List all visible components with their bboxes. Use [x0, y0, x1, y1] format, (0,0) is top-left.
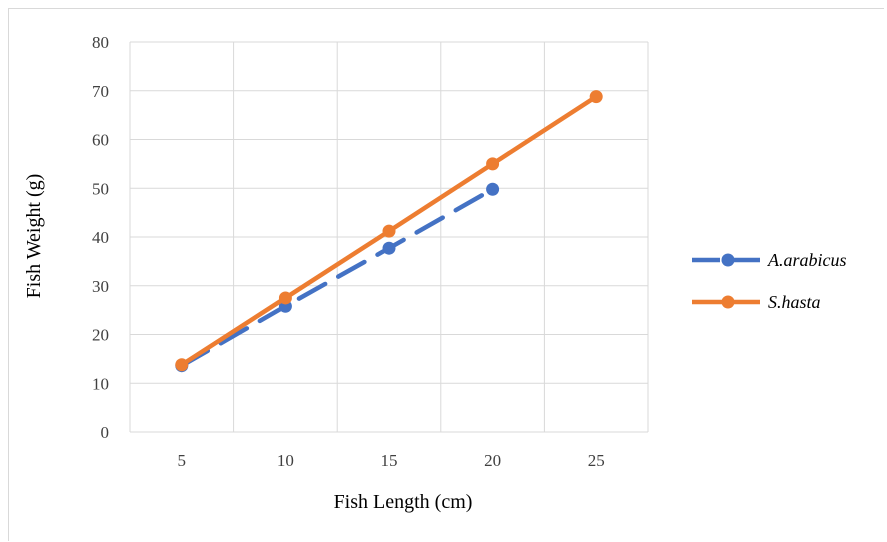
y-tick-label: 70	[92, 82, 109, 101]
x-tick-label: 20	[484, 451, 501, 470]
y-tick-label: 80	[92, 33, 109, 52]
chart-area	[8, 8, 884, 541]
x-tick-label: 25	[588, 451, 605, 470]
y-tick-label: 60	[92, 131, 109, 150]
data-point-marker	[278, 291, 292, 305]
legend: A.arabicus S.hasta	[692, 250, 847, 312]
legend-label: S.hasta	[768, 292, 821, 312]
data-point-marker	[486, 157, 500, 171]
y-tick-label: 40	[92, 228, 109, 247]
data-point-marker	[486, 182, 500, 196]
y-tick-label: 30	[92, 277, 109, 296]
legend-label: A.arabicus	[767, 250, 847, 270]
series-line	[179, 186, 495, 368]
x-tick-label: 5	[178, 451, 187, 470]
y-axis-title: Fish Weight (g)	[23, 174, 45, 299]
gridlines	[129, 41, 649, 433]
data-point-marker	[382, 241, 396, 255]
x-axis-title: Fish Length (cm)	[334, 491, 473, 513]
y-tick-label: 50	[92, 179, 109, 198]
x-tick-label: 10	[277, 451, 294, 470]
legend-marker-swatch	[721, 253, 735, 267]
x-tick-label: 15	[381, 451, 398, 470]
series-lines	[175, 90, 603, 373]
y-tick-label: 10	[92, 374, 109, 393]
tick-labels: 0 10 20 30 40 50 60 70 80 5 10 15 20 25	[92, 33, 605, 470]
y-tick-label: 0	[101, 423, 110, 442]
data-point-marker	[589, 90, 603, 104]
y-tick-label: 20	[92, 326, 109, 345]
data-point-marker	[382, 224, 396, 238]
data-point-marker	[175, 358, 189, 372]
legend-marker-swatch	[721, 295, 735, 309]
